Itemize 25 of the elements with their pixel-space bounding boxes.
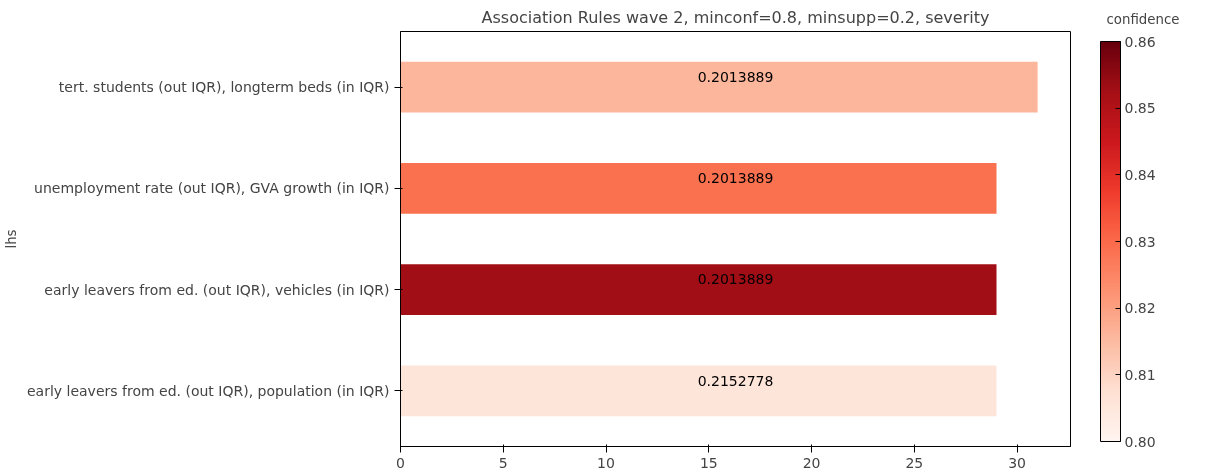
x-tick-label: 0 bbox=[396, 454, 405, 471]
color-bar-label: 0.85 bbox=[1124, 100, 1156, 117]
y-axis-title: lhs bbox=[3, 229, 19, 249]
color-bar-label: 0.83 bbox=[1124, 233, 1156, 250]
x-tick-label: 30 bbox=[1008, 454, 1026, 471]
x-tick-label: 25 bbox=[905, 454, 924, 471]
annotation: 0.2013889 bbox=[697, 69, 774, 86]
color-bar-label: 0.80 bbox=[1124, 433, 1156, 450]
y-tick-label: early leavers from ed. (out IQR), vehicles (in IQR) bbox=[44, 281, 390, 298]
x-tick-label: 15 bbox=[699, 454, 718, 471]
y-tick-label: early leavers from ed. (out IQR), population (in IQR) bbox=[26, 382, 390, 399]
y-tick-label: unemployment rate (out IQR), GVA growth (in IQR) bbox=[34, 180, 390, 197]
annotation: 0.2013889 bbox=[697, 271, 774, 288]
x-tick-label: 20 bbox=[802, 454, 821, 471]
annotation: 0.2152778 bbox=[697, 372, 774, 389]
y-tick-label: tert. students (out IQR), longterm beds (in IQR) bbox=[58, 79, 390, 96]
annotation: 0.2013889 bbox=[697, 170, 774, 187]
x-tick-label: 10 bbox=[597, 454, 615, 471]
color-bar-label: 0.84 bbox=[1124, 166, 1156, 183]
chart-title: Association Rules wave 2, minconf=0.8, minsupp=0.2, severity bbox=[481, 7, 990, 27]
color-bar-label: 0.86 bbox=[1124, 33, 1156, 50]
x-tick-label: 5 bbox=[498, 454, 508, 471]
color-bar-title: confidence bbox=[1106, 11, 1180, 27]
color-bar-label: 0.81 bbox=[1124, 366, 1156, 383]
color-bar-label: 0.82 bbox=[1124, 300, 1156, 317]
